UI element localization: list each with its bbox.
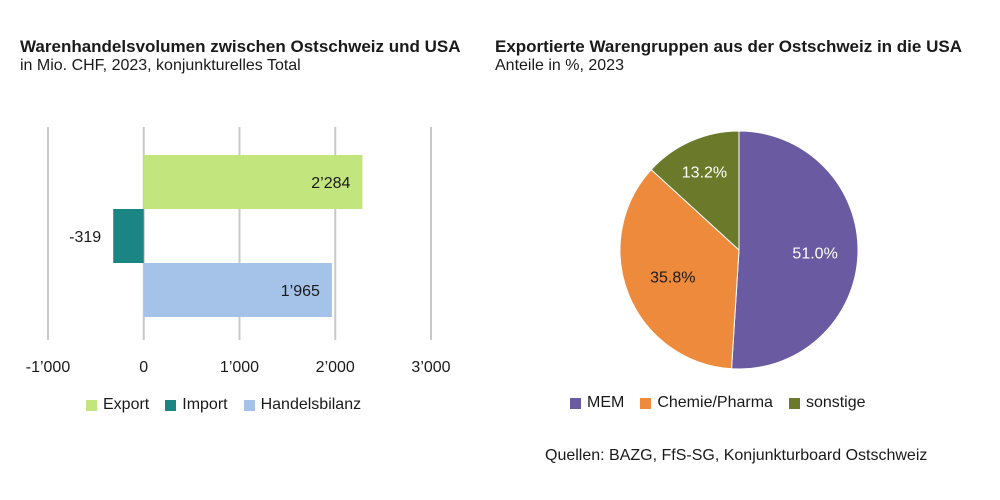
legend-label-chemie-pharma: Chemie/Pharma bbox=[657, 394, 773, 411]
data-label-export: 2’284 bbox=[311, 175, 350, 192]
legend-label-handelsbilanz: Handelsbilanz bbox=[260, 396, 362, 413]
bar-handelsbilanz bbox=[143, 263, 332, 317]
bar-chart-legend: Export Import Handelsbilanz bbox=[86, 396, 377, 414]
legend-label-import: Import bbox=[182, 396, 228, 413]
bar-export bbox=[143, 155, 363, 209]
legend-label-export: Export bbox=[103, 396, 150, 413]
x-tick-label: 0 bbox=[139, 359, 148, 376]
pie-chart-subtitle: Anteile in %, 2023 bbox=[495, 57, 624, 74]
legend-item-sonstige: sonstige bbox=[788, 394, 866, 412]
legend-item-chemie-pharma: Chemie/Pharma bbox=[640, 394, 773, 412]
slice-chemie-pharma bbox=[619, 168, 740, 370]
pie-chart-legend: MEM Chemie/Pharma sonstige bbox=[570, 394, 882, 412]
source-note: Quellen: BAZG, FfS-SG, Konjunkturboard O… bbox=[545, 447, 928, 464]
data-label-import: -319 bbox=[69, 229, 101, 246]
legend-label-sonstige: sonstige bbox=[805, 394, 866, 411]
x-tick-label: 1’000 bbox=[220, 359, 259, 376]
legend-item-handelsbilanz: Handelsbilanz bbox=[243, 396, 362, 414]
legend-swatch-mem bbox=[570, 397, 581, 409]
legend-item-export: Export bbox=[86, 396, 149, 414]
slice-mem bbox=[730, 130, 859, 370]
legend-item-import: Import bbox=[165, 396, 228, 414]
bar-chart-title: Warenhandelsvolumen zwischen Ostschweiz … bbox=[20, 37, 461, 56]
legend-swatch-export bbox=[86, 399, 97, 411]
slice-label-sonstige: 13.2% bbox=[682, 165, 727, 182]
bar-import bbox=[113, 209, 144, 263]
pie-chart-title: Exportierte Warengruppen aus der Ostschw… bbox=[495, 37, 962, 56]
slice-label-chemie-pharma: 35.8% bbox=[650, 270, 695, 287]
legend-swatch-handelsbilanz bbox=[243, 399, 255, 411]
data-label-handelsbilanz: 1’965 bbox=[281, 283, 320, 300]
legend-swatch-import bbox=[165, 399, 177, 411]
pie-chart: 51.0% 35.8% 13.2% bbox=[619, 130, 859, 370]
legend-label-mem: MEM bbox=[587, 394, 625, 411]
slice-sonstige bbox=[650, 130, 740, 252]
bar-chart-subtitle: in Mio. CHF, 2023, konjunkturelles Total bbox=[20, 57, 301, 74]
slice-label-mem: 51.0% bbox=[792, 245, 837, 262]
legend-swatch-sonstige bbox=[788, 397, 800, 409]
bar-chart: -1’000 0 1’000 2’000 3’000 2’284 -319 1’965 bbox=[26, 127, 451, 376]
x-tick-label: 3’000 bbox=[411, 359, 450, 376]
legend-item-mem: MEM bbox=[570, 394, 624, 412]
x-tick-label: -1’000 bbox=[26, 359, 71, 376]
legend-swatch-chemie-pharma bbox=[640, 397, 652, 409]
x-tick-label: 2’000 bbox=[316, 359, 355, 376]
